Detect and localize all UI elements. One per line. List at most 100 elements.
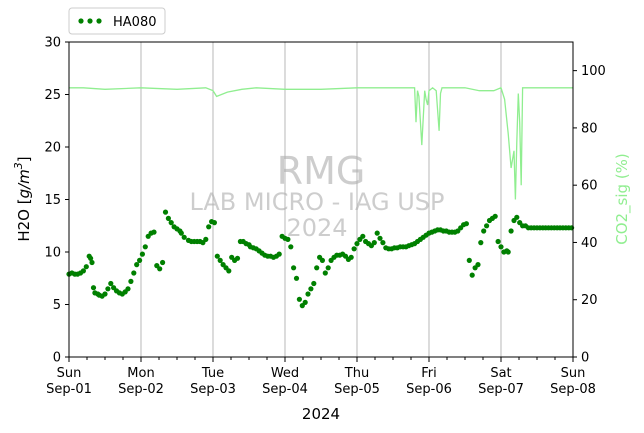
h2o-point: [157, 266, 163, 272]
h2o-point: [293, 275, 300, 281]
h2o-point: [296, 296, 302, 302]
x-axis-ticks: SunSep-01MonSep-02TueSep-03WedSep-04ThuS…: [46, 357, 596, 397]
legend-marker: [78, 18, 84, 24]
h2o-point: [475, 262, 481, 268]
h2o-point: [492, 213, 498, 219]
y2-tick-label: 60: [581, 179, 598, 194]
x-tick-label-day: Thu: [344, 366, 369, 381]
x-tick-label-date: Sep-06: [406, 382, 452, 397]
h2o-point: [168, 220, 174, 226]
legend-label-ha080: HA080: [113, 15, 156, 30]
h2o-point: [102, 291, 108, 297]
y2-tick-label: 100: [581, 64, 606, 79]
h2o-point: [165, 215, 171, 221]
y-tick-label: 10: [44, 246, 61, 261]
h2o-point: [162, 209, 169, 215]
y2-tick-label: 20: [581, 293, 598, 308]
x-tick-label-date: Sep-05: [334, 382, 380, 397]
watermark-line-3: 2024: [286, 214, 347, 242]
h2o-point: [83, 264, 89, 270]
y-tick-label: 15: [44, 193, 61, 208]
h2o-point: [505, 249, 511, 255]
h2o-point: [211, 220, 217, 226]
h2o-point: [288, 244, 294, 250]
x-tick-label-day: Tue: [201, 366, 224, 381]
y-axis-title-main: H2O [: [15, 198, 33, 241]
h2o-point: [80, 268, 86, 274]
x-tick-label-date: Sep-08: [550, 382, 596, 397]
h2o-point: [89, 259, 95, 266]
x-tick-label-day: Sun: [57, 366, 82, 381]
y-tick-label: 0: [53, 351, 61, 366]
y-axis-title: H2O [g/m3]: [12, 156, 33, 241]
co2-series: [69, 86, 573, 200]
h2o-point: [354, 241, 360, 247]
h2o-point: [371, 240, 377, 246]
h2o-point: [508, 228, 514, 234]
x-tick-label-day: Sat: [490, 366, 511, 381]
h2o-point: [276, 251, 282, 257]
y-tick-label: 5: [53, 298, 61, 313]
y2-tick-label: 80: [581, 121, 598, 136]
h2o-point: [285, 236, 291, 242]
x-tick-label-date: Sep-01: [46, 382, 92, 397]
x-tick-label-date: Sep-03: [190, 382, 236, 397]
h2o-point: [125, 286, 131, 292]
y2-tick-label: 0: [581, 351, 589, 366]
watermark-line-2: LAB MICRO - IAG USP: [189, 188, 444, 216]
watermark-line-1: RMG: [277, 149, 366, 193]
h2o-point: [322, 270, 328, 276]
y-tick-label: 30: [44, 36, 61, 51]
h2o-point: [181, 234, 187, 240]
h2o-point: [206, 224, 212, 230]
x-tick-label-day: Mon: [127, 366, 154, 381]
right-axis-ticks: 0 20 40 60 80 100: [573, 64, 606, 366]
h2o-point: [108, 280, 114, 287]
x-axis-title: 2024: [302, 405, 340, 423]
y-tick-label: 25: [44, 88, 61, 103]
h2o-point: [319, 257, 325, 263]
y2-tick-label: 40: [581, 236, 598, 251]
y-axis-title-close: ]: [15, 156, 33, 162]
h2o-point: [131, 270, 137, 276]
h2o-point: [495, 238, 501, 245]
h2o-point: [351, 246, 357, 252]
h2o-point: [137, 257, 143, 263]
x-tick-label-day: Wed: [271, 366, 299, 381]
x-tick-label-date: Sep-02: [118, 382, 164, 397]
h2o-point: [348, 254, 354, 260]
h2o-point: [308, 286, 314, 292]
h2o-point: [478, 240, 484, 246]
h2o-point: [105, 286, 111, 292]
x-tick-label-date: Sep-04: [262, 382, 308, 397]
h2o-point: [151, 229, 157, 235]
h2o-point: [128, 278, 134, 284]
y2-axis-title: CO2_sig (%): [613, 153, 632, 245]
x-tick-label-day: Fri: [421, 366, 437, 381]
h2o-point: [160, 259, 166, 266]
h2o-point: [302, 299, 308, 305]
h2o-point: [484, 223, 490, 229]
legend-marker: [96, 18, 102, 24]
h2o-point: [360, 233, 366, 239]
h2o-point: [374, 230, 380, 236]
h2o-point: [305, 291, 311, 297]
h2o-point: [291, 265, 297, 271]
h2o-point: [203, 236, 209, 242]
h2o-point: [514, 214, 520, 220]
h2o-point: [466, 257, 472, 263]
legend-marker: [87, 18, 93, 24]
h2o-point: [234, 255, 241, 261]
x-tick-label-date: Sep-07: [478, 382, 524, 397]
h2o-point: [311, 280, 317, 287]
x-tick-label-day: Sun: [561, 366, 586, 381]
h2o-point: [90, 285, 97, 291]
h2o-point: [134, 262, 140, 268]
legend: HA080: [68, 7, 166, 35]
h2o-point: [88, 255, 94, 261]
y-tick-label: 20: [44, 141, 61, 156]
h2o-point: [217, 257, 223, 263]
h2o-point: [498, 244, 504, 250]
h2o-point: [142, 244, 148, 250]
